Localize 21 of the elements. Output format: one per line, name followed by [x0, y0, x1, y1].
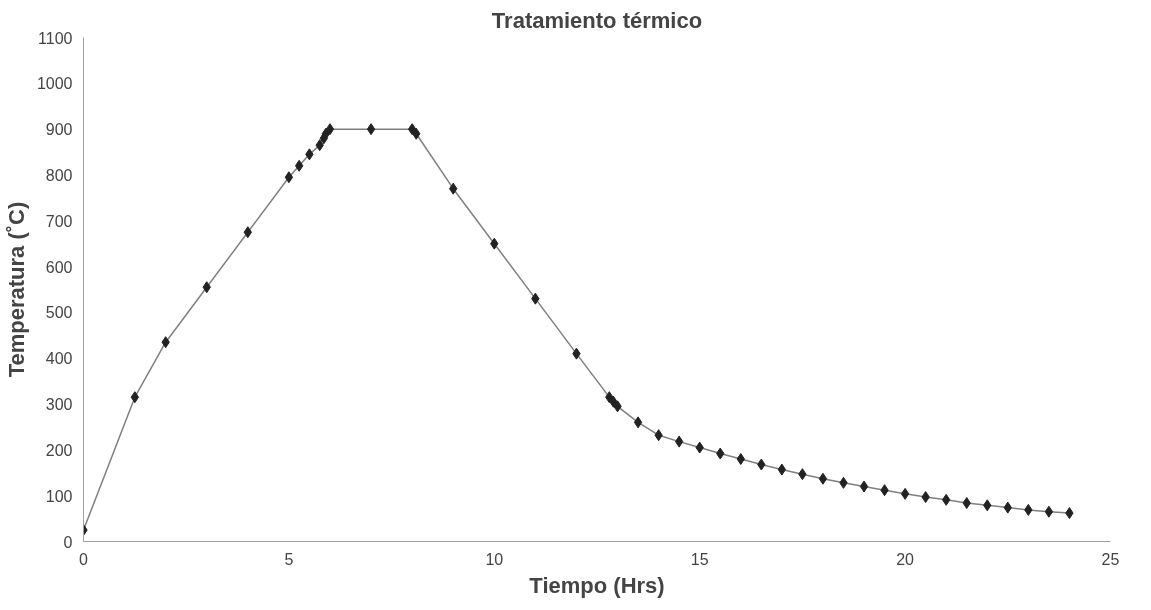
x-tick-label: 0	[79, 550, 89, 568]
y-tick-label: 500	[45, 304, 73, 322]
x-tick-label: 25	[1101, 550, 1120, 568]
y-tick-label: 0	[63, 533, 73, 551]
y-tick-label: 800	[45, 166, 73, 184]
y-tick-label: 300	[45, 396, 73, 414]
x-tick-label: 5	[284, 550, 294, 568]
y-axis-title: Temperatura (˚C)	[3, 201, 29, 378]
x-axis-title: Tiempo (Hrs)	[529, 572, 665, 598]
chart-title: Tratamiento térmico	[491, 7, 703, 33]
y-tick-label: 100	[45, 487, 73, 505]
y-tick-label: 400	[45, 350, 73, 368]
x-tick-label: 10	[485, 550, 504, 568]
y-tick-label: 1100	[38, 29, 73, 47]
y-tick-label: 200	[45, 441, 73, 459]
y-tick-label: 700	[45, 212, 73, 230]
y-tick-label: 1000	[36, 75, 73, 93]
y-tick-label: 600	[45, 258, 73, 276]
y-tick-label: 900	[45, 121, 73, 139]
x-tick-label: 20	[896, 550, 915, 568]
x-tick-label: 15	[690, 550, 709, 568]
